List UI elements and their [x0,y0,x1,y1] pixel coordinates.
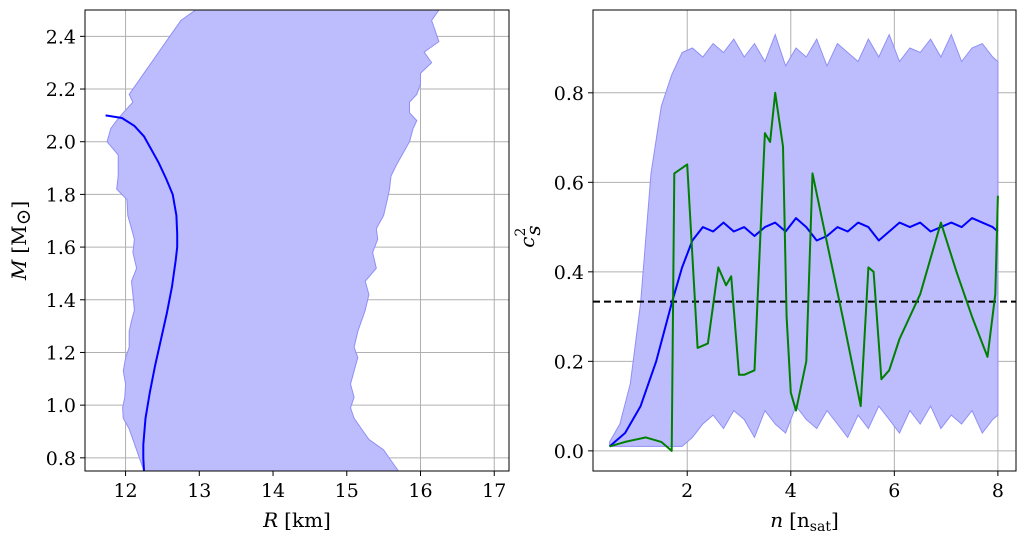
y-tick-label: 0.6 [554,172,584,194]
y-tick-label: 0.0 [554,441,584,463]
sound-speed-x-axis-label: n [nsat] [770,508,839,535]
y-tick-label: 0.2 [554,351,584,373]
mass-radius-panel: 12 13 14 15 16 170.81.01.21.41.61.82.02.22.4 … [7,9,510,532]
mass-radius-credible-band [106,10,440,471]
mass-radius-x-axis-label: R [km] [262,508,331,532]
y-tick-label: 1.6 [46,237,76,259]
y-tick-label: 2.0 [46,132,76,154]
x-tick-label: 12 [113,480,137,502]
sound-speed-credible-band [609,33,999,447]
mass-radius-curves [105,114,179,471]
mass-radius-ticks: 12 13 14 15 16 17 0.8 1.0 1.2 1.4 1.6 1.8 2.0 2.2 2.4 [46,26,507,502]
x-tick-label: 16 [408,480,432,502]
x-tick-label: 4 [785,480,797,502]
mass-radius-y-axis-label: M[M⊙] [7,201,35,281]
y-tick-label: 0.8 [554,83,584,105]
sound-speed-ticks: 2 4 6 8 0.0 0.2 0.4 0.6 0.8 [554,83,1004,502]
x-tick-label: 17 [482,480,506,502]
sound-speed-y-axis-label: c2s [513,225,545,247]
x-tick-label: 13 [187,480,211,502]
x-tick-label: 2 [681,480,693,502]
sound-speed-curves [608,91,999,452]
y-tick-label: 2.4 [46,26,76,48]
mass-radius-curve [105,114,179,471]
y-tick-label: 1.4 [46,290,76,312]
x-tick-label: 8 [992,480,1004,502]
sample-sound-speed-curve [609,91,999,452]
x-tick-label: 6 [888,480,900,502]
y-tick-label: 1.2 [46,342,76,364]
y-tick-label: 2.2 [46,79,76,101]
y-tick-label: 1.8 [46,184,76,206]
x-tick-label: 15 [335,480,359,502]
y-tick-label: 0.4 [554,262,584,284]
y-tick-label: 0.8 [46,448,76,470]
mass-radius-frame [84,9,510,472]
sound-speed-panel: 2 4 6 8 0.0 0.2 0.4 0.6 0.8 n [nsat] c2s [513,9,1017,535]
x-tick-label: 14 [261,480,285,502]
y-tick-label: 1.0 [46,395,76,417]
sound-speed-frame [592,9,1017,472]
